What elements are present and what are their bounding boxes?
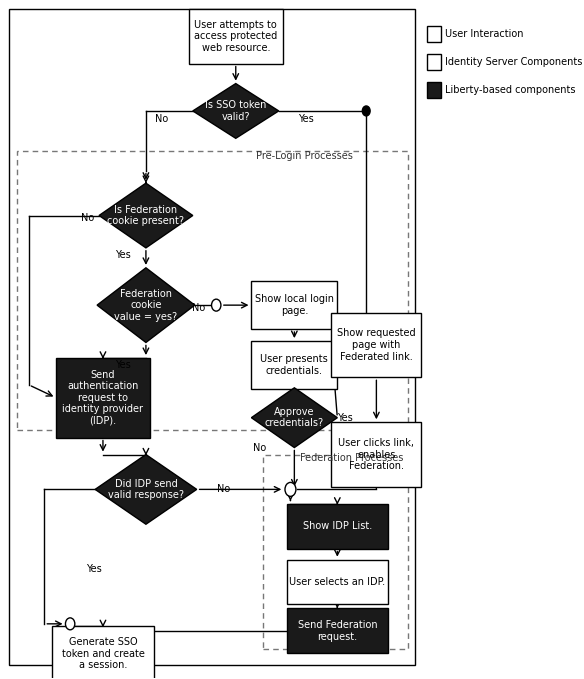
Text: User selects an IDP.: User selects an IDP. <box>289 577 385 587</box>
Circle shape <box>362 106 370 116</box>
Text: Yes: Yes <box>114 251 130 260</box>
Text: Is SSO token
valid?: Is SSO token valid? <box>205 100 266 122</box>
Polygon shape <box>95 454 197 524</box>
Circle shape <box>285 482 296 496</box>
Text: Liberty-based components: Liberty-based components <box>445 85 576 95</box>
Text: Show local login
page.: Show local login page. <box>255 294 334 316</box>
Bar <box>287 608 388 653</box>
Text: Federation
cookie
value = yes?: Federation cookie value = yes? <box>114 289 178 322</box>
Text: Federation Processes: Federation Processes <box>300 452 404 462</box>
Circle shape <box>211 299 221 311</box>
Text: Send
authentication
request to
identity provider
(IDP).: Send authentication request to identity … <box>62 369 144 426</box>
Text: Is Federation
cookie present?: Is Federation cookie present? <box>107 204 185 226</box>
Text: Send Federation
request.: Send Federation request. <box>297 620 377 642</box>
Bar <box>287 559 388 604</box>
Bar <box>427 54 442 70</box>
Text: User attempts to
access protected
web resource.: User attempts to access protected web re… <box>194 20 277 53</box>
Text: Identity Server Components: Identity Server Components <box>445 57 582 67</box>
Text: User clicks link,
enables
Federation.: User clicks link, enables Federation. <box>338 438 415 471</box>
Bar <box>332 422 421 487</box>
Polygon shape <box>97 268 194 342</box>
Bar <box>332 312 421 378</box>
Bar <box>287 504 388 549</box>
Text: No: No <box>155 114 168 124</box>
Text: User presents
credentials.: User presents credentials. <box>260 354 328 375</box>
Circle shape <box>65 618 75 630</box>
Bar <box>9 10 415 665</box>
Bar <box>251 341 338 389</box>
Text: No: No <box>192 303 205 313</box>
Bar <box>427 82 442 98</box>
Text: Yes: Yes <box>114 360 130 370</box>
Bar <box>52 626 154 679</box>
Text: Show requested
page with
Federated link.: Show requested page with Federated link. <box>337 329 416 362</box>
Bar <box>56 358 150 437</box>
Bar <box>427 26 442 42</box>
Text: No: No <box>217 484 231 494</box>
Text: Generate SSO
token and create
a session.: Generate SSO token and create a session. <box>61 637 144 670</box>
Text: Yes: Yes <box>298 114 314 124</box>
Polygon shape <box>193 84 279 139</box>
Bar <box>17 151 408 430</box>
Text: Pre-Login Processes: Pre-Login Processes <box>256 151 353 161</box>
Text: User Interaction: User Interaction <box>445 29 524 39</box>
Text: No: No <box>81 213 94 223</box>
Bar <box>251 281 338 329</box>
Polygon shape <box>251 388 338 447</box>
Polygon shape <box>99 183 193 248</box>
Text: Yes: Yes <box>338 413 353 423</box>
Bar <box>189 9 283 64</box>
Text: Show IDP List.: Show IDP List. <box>303 521 372 531</box>
Text: Yes: Yes <box>86 564 102 574</box>
Text: Did IDP send
valid response?: Did IDP send valid response? <box>108 479 184 500</box>
Text: No: No <box>252 443 266 453</box>
Text: Approve
credentials?: Approve credentials? <box>265 407 324 428</box>
Bar <box>263 454 408 648</box>
